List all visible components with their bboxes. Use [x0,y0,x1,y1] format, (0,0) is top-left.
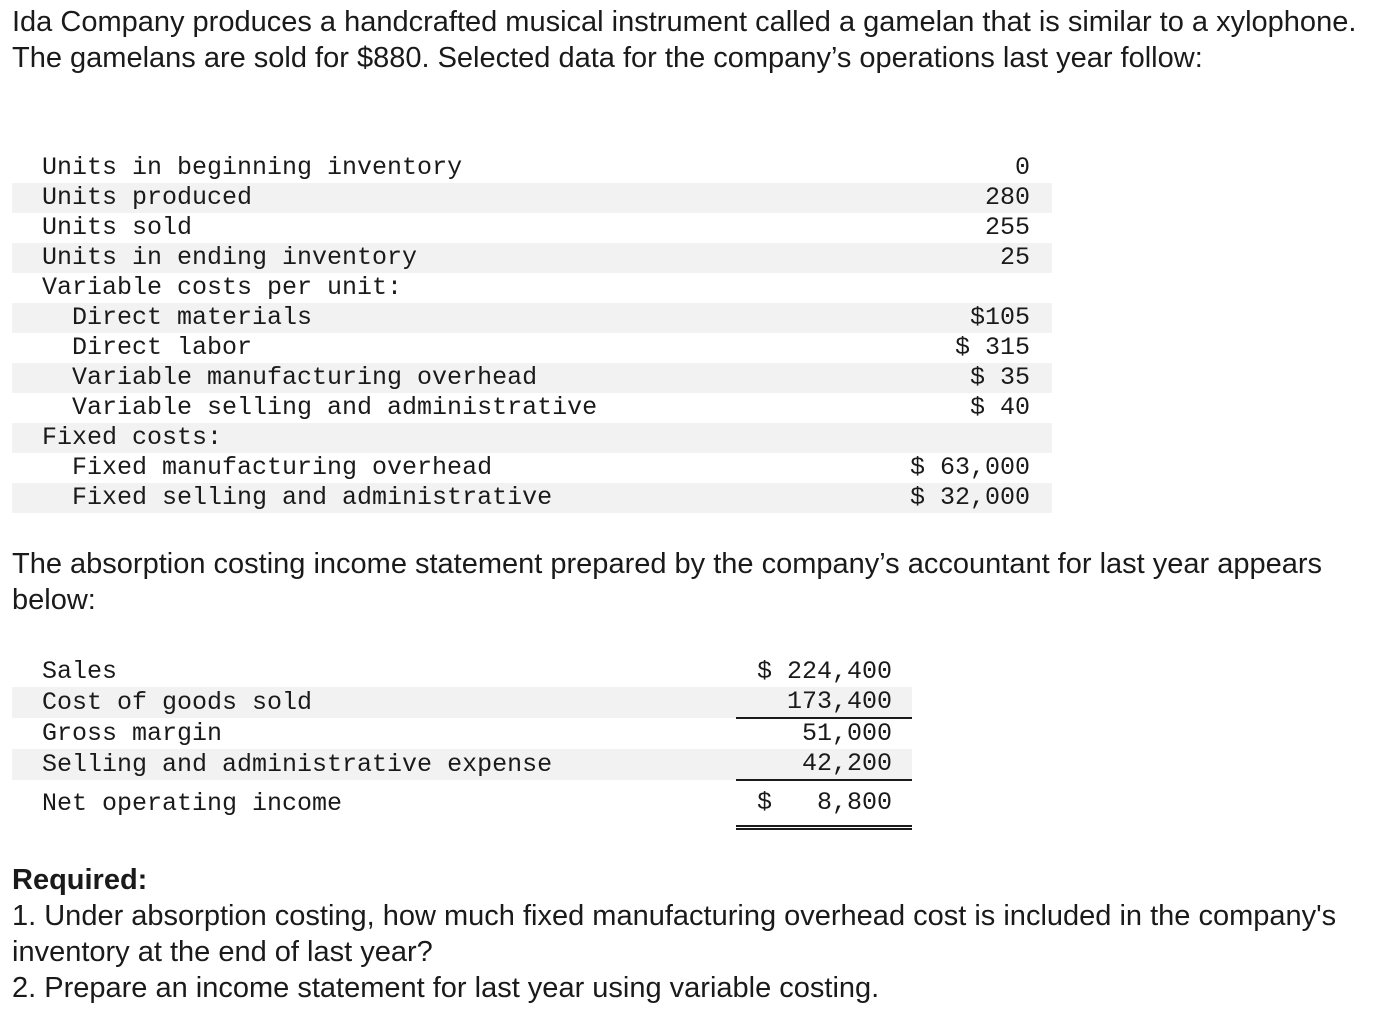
table-row: Gross margin 51,000 [12,718,912,749]
table-row: Fixed manufacturing overhead $ 63,000 [12,453,1052,483]
row-value: 255 [984,213,1030,242]
row-value: $ 224,400 [756,657,892,686]
table-row: Net operating income $ 8,800 [12,780,912,830]
table-row: Variable costs per unit: [12,273,1052,303]
table-row: Units produced 280 [12,183,1052,213]
table-row: Sales $ 224,400 [12,657,912,687]
section-heading: Variable costs per unit: [42,273,403,302]
row-value: 42,200 [736,749,912,781]
table-row: Variable manufacturing overhead $ 35 [12,363,1052,393]
row-label: Fixed selling and administrative [12,483,892,513]
requirement-item: 1. Under absorption costing, how much fi… [12,900,1337,968]
row-value: 173,400 [736,687,912,719]
table-row: Direct labor $ 315 [12,333,1052,363]
table-row: Selling and administrative expense 42,20… [12,749,912,781]
table-row: Variable selling and administrative $ 40 [12,393,1052,423]
row-value: $ 315 [954,333,1030,362]
row-value: $ 63,000 [909,453,1030,482]
required-section: Required: 1. Under absorption costing, h… [12,862,1382,1006]
table-row: Units sold 255 [12,213,1052,243]
row-label: Net operating income [42,788,343,818]
row-label: Variable selling and administrative [72,393,598,422]
row-label: Direct materials [12,303,892,333]
table-row: Cost of goods sold 173,400 [12,687,912,719]
section-heading: Fixed costs: [12,423,892,453]
row-label: Variable manufacturing overhead [12,363,892,393]
row-value [892,273,1052,303]
intro-paragraph: Ida Company produces a handcrafted music… [12,6,1357,74]
row-label: Gross margin [42,718,223,748]
row-value: $ 8,800 [736,780,912,830]
row-value: 25 [892,243,1052,273]
row-value: 51,000 [801,719,892,748]
row-label: Units in beginning inventory [42,153,463,182]
row-label: Units produced [12,183,892,213]
transition-paragraph: The absorption costing income statement … [12,548,1323,616]
requirement-item: 2. Prepare an income statement for last … [12,972,880,1004]
absorption-income-statement: Sales $ 224,400 Cost of goods sold 173,4… [12,657,912,830]
row-value: 280 [892,183,1052,213]
row-value: $ 40 [969,393,1030,422]
row-value: $ 35 [892,363,1052,393]
row-value: $105 [892,303,1052,333]
row-label: Cost of goods sold [12,687,736,718]
row-label: Fixed manufacturing overhead [72,453,493,482]
row-label: Selling and administrative expense [12,749,736,780]
row-label: Sales [42,657,118,686]
table-row: Units in beginning inventory 0 [12,153,1052,183]
required-heading: Required: [12,864,148,896]
row-label: Units in ending inventory [12,243,892,273]
table-row: Fixed selling and administrative $ 32,00… [12,483,1052,513]
row-label: Direct labor [72,333,253,362]
row-label: Units sold [42,213,193,242]
operations-data-table: Units in beginning inventory 0 Units pro… [12,153,1052,513]
row-value: $ 32,000 [892,483,1052,513]
table-row: Direct materials $105 [12,303,1052,333]
table-row: Units in ending inventory 25 [12,243,1052,273]
row-value [892,423,1052,453]
table-row: Fixed costs: [12,423,1052,453]
row-value: 0 [1014,153,1030,182]
